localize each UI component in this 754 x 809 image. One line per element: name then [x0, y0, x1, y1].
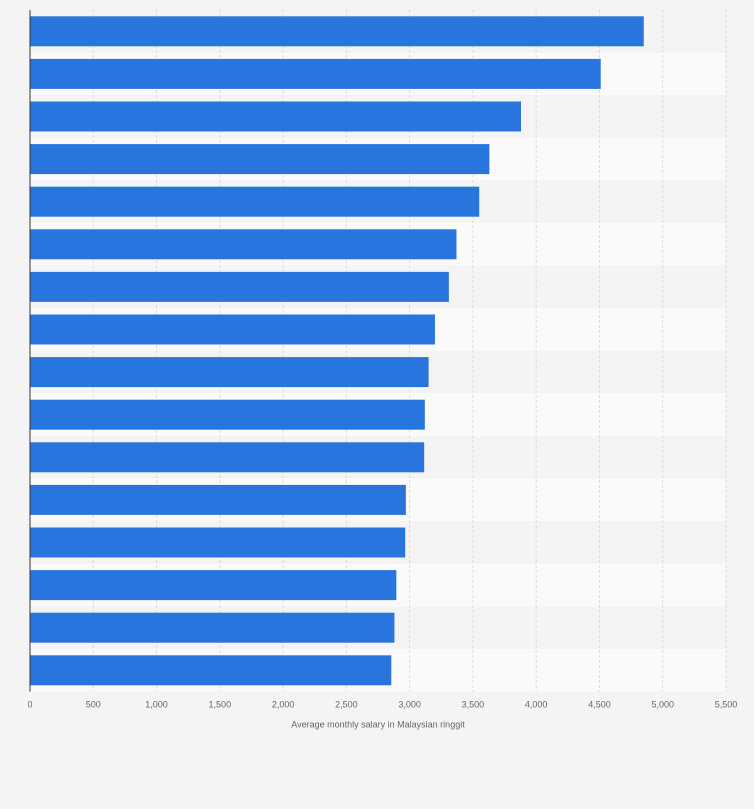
bar: [30, 612, 395, 643]
bar: [30, 357, 429, 388]
bar: [30, 527, 406, 558]
bar: [30, 442, 425, 473]
bar: [30, 271, 449, 302]
x-tick-label: 0: [27, 700, 32, 710]
bar-series: [30, 16, 644, 686]
x-axis-title: Average monthly salary in Malaysian ring…: [291, 720, 465, 730]
bar: [30, 314, 435, 345]
x-tick-label: 4,500: [588, 700, 611, 710]
x-tick-label: 1,500: [209, 700, 232, 710]
bar: [30, 655, 392, 686]
bar: [30, 144, 490, 175]
x-tick-label: 2,500: [335, 700, 358, 710]
bar: [30, 399, 425, 430]
x-tick-label: 3,500: [462, 700, 485, 710]
x-tick-label: 2,000: [272, 700, 295, 710]
x-tick-label: 4,000: [525, 700, 548, 710]
x-tick-label: 1,000: [145, 700, 168, 710]
bar: [30, 58, 601, 89]
bar: [30, 16, 644, 47]
x-tick-label: 3,000: [398, 700, 421, 710]
x-tick-label: 5,500: [715, 700, 738, 710]
x-tick-label: 5,000: [651, 700, 674, 710]
bar: [30, 229, 457, 260]
x-tick-label: 500: [86, 700, 101, 710]
bar: [30, 186, 480, 217]
bar: [30, 101, 521, 132]
bar: [30, 570, 397, 601]
bar: [30, 484, 406, 515]
x-axis-tick-labels: 0 500 1,000 1,500 2,000 2,500 3,000 3,500 4,000 4…: [27, 700, 737, 710]
